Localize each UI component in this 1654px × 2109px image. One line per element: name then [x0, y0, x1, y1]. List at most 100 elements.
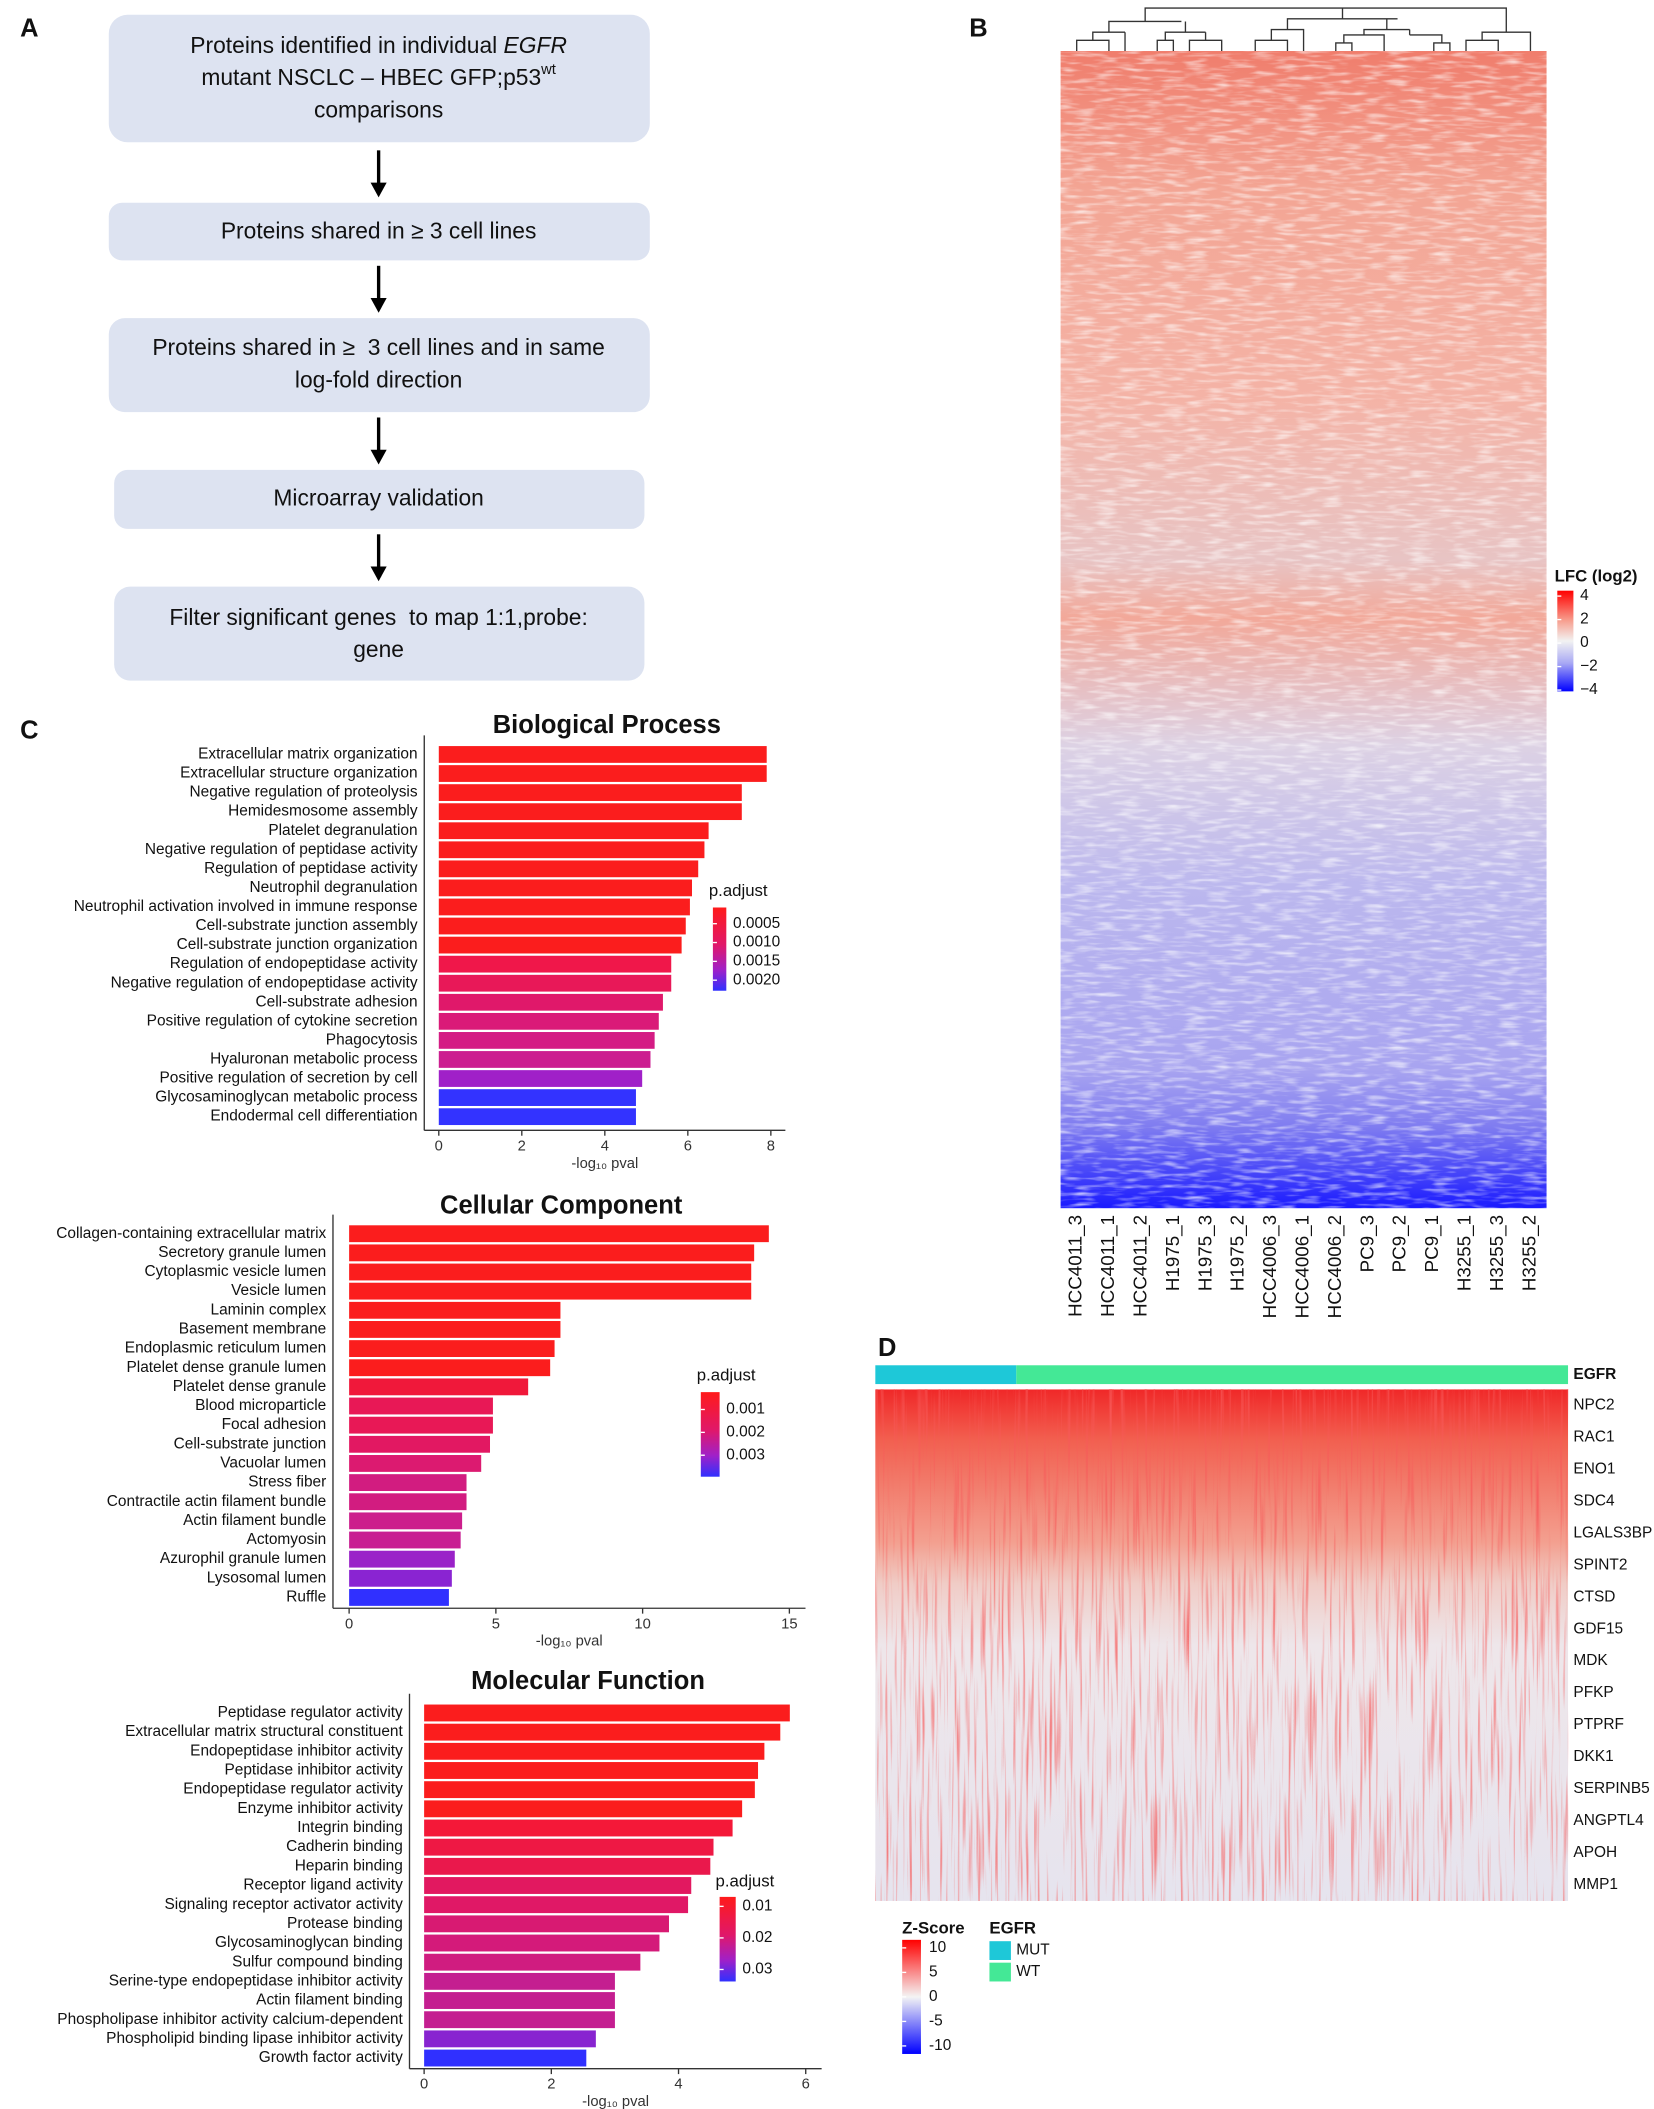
chart-title: Biological Process [493, 711, 721, 739]
legend-tick-label: 10 [929, 1939, 946, 1956]
category-label: Cell-substrate junction organization [177, 936, 418, 953]
category-label: Ruffle [286, 1589, 326, 1606]
bar [349, 1455, 482, 1472]
bar [349, 1321, 561, 1338]
column-label: PC9_2 [1389, 1215, 1411, 1272]
column-label: PC9_3 [1356, 1215, 1378, 1272]
category-label: Secretory granule lumen [158, 1244, 326, 1261]
category-label: Actin filament bundle [183, 1512, 326, 1529]
bar [424, 2011, 615, 2029]
category-label: Cadherin binding [286, 1838, 403, 1855]
category-label: Cell-substrate adhesion [256, 993, 418, 1010]
legend-tick-label: 0.003 [726, 1446, 765, 1463]
category-label: Phospholipid binding lipase inhibitor ac… [106, 2030, 403, 2047]
legend-title: p.adjust [697, 1365, 756, 1384]
category-label: Heparin binding [295, 1857, 403, 1874]
gene-label: SERPINB5 [1573, 1780, 1649, 1797]
bar [424, 1742, 765, 1760]
category-label: Actomyosin [247, 1531, 327, 1548]
column-label: HCC4006_2 [1324, 1215, 1346, 1318]
category-label: Platelet degranulation [268, 822, 417, 839]
column-label: H3255_2 [1518, 1215, 1540, 1291]
bar [424, 1838, 714, 1856]
legend-label: MUT [1016, 1942, 1050, 1959]
legend-tick-label: 5 [929, 1963, 938, 1980]
bar [424, 1915, 669, 1933]
column-label: H3255_3 [1486, 1215, 1508, 1291]
legend-tick-label: 0.03 [742, 1961, 772, 1978]
colorbar [719, 1896, 736, 1982]
flow-text: mutant NSCLC – HBEC GFP;p53wt [201, 62, 556, 91]
bar [424, 1723, 781, 1741]
category-label: Extracellular matrix organization [198, 746, 417, 763]
bar [424, 1877, 692, 1894]
flow-box [108, 202, 650, 261]
column-label: HCC4011_1 [1097, 1215, 1119, 1317]
legend-tick-label: −4 [1580, 681, 1598, 698]
bar [349, 1569, 452, 1587]
legend-label: WT [1016, 1963, 1041, 1980]
bar [349, 1550, 455, 1568]
flow-text: gene [353, 636, 404, 662]
gene-label: NPC2 [1573, 1397, 1614, 1414]
category-label: Platelet dense granule [173, 1378, 326, 1395]
legend-title: EGFR [989, 1919, 1036, 1938]
legend-tick-label: 4 [1580, 587, 1589, 604]
category-label: Receptor ligand activity [243, 1877, 403, 1894]
x-tick-label: 5 [492, 1616, 500, 1632]
column-label: H3255_1 [1454, 1215, 1476, 1291]
category-label: Peptidase inhibitor activity [224, 1762, 403, 1779]
gene-label: RAC1 [1573, 1429, 1614, 1446]
arrow-head [370, 566, 387, 582]
bar [424, 1934, 660, 1952]
category-label: Endodermal cell differentiation [210, 1108, 417, 1125]
panel-letter: A [20, 14, 38, 42]
category-label: Vesicle lumen [231, 1282, 326, 1299]
category-label: Enzyme inhibitor activity [237, 1800, 403, 1817]
bar [424, 1800, 743, 1818]
column-label: HCC4006_1 [1292, 1215, 1314, 1318]
colorbar [700, 1392, 720, 1477]
x-tick-label: 4 [674, 2077, 682, 2093]
bar [438, 860, 699, 878]
flow-box [114, 469, 645, 529]
flow-box [108, 14, 650, 143]
x-tick-label: 15 [781, 1616, 797, 1632]
category-label: Cell-substrate junction [174, 1435, 327, 1452]
arrow-head [370, 298, 387, 313]
annotation-bar [1016, 1365, 1569, 1385]
legend-tick-label: -5 [929, 2012, 943, 2029]
legend-title: p.adjust [709, 881, 768, 900]
flow-text: Microarray validation [273, 484, 483, 510]
legend-tick-label: 0.002 [726, 1423, 765, 1440]
category-label: Sulfur compound binding [232, 1953, 403, 1970]
flow-text: comparisons [314, 96, 443, 122]
bar [424, 1857, 711, 1875]
bar [424, 1972, 615, 1990]
x-tick-label: 0 [420, 2077, 428, 2093]
colorbar [902, 1939, 921, 2054]
bar [438, 1012, 659, 1030]
category-label: Azurophil granule lumen [160, 1550, 326, 1567]
legend-swatch [989, 1941, 1011, 1960]
annotation-label: EGFR [1573, 1366, 1616, 1383]
bar [349, 1589, 449, 1606]
bar [349, 1493, 467, 1511]
bar [349, 1359, 551, 1377]
bar [438, 898, 690, 916]
column-label: HCC4006_3 [1259, 1215, 1281, 1318]
gene-label: LGALS3BP [1573, 1524, 1652, 1541]
category-label: Laminin complex [211, 1301, 327, 1318]
bar [349, 1531, 461, 1549]
bar [424, 2030, 596, 2048]
flow-box [114, 586, 645, 681]
category-label: Basement membrane [179, 1321, 326, 1338]
column-label: H1975_2 [1227, 1215, 1249, 1291]
legend-title: p.adjust [716, 1872, 775, 1891]
category-label: Extracellular matrix structural constitu… [125, 1723, 403, 1740]
chart-title: Molecular Function [471, 1667, 705, 1695]
category-label: Glycosaminoglycan metabolic process [155, 1089, 418, 1106]
bar [424, 1896, 689, 1914]
bar [349, 1225, 769, 1243]
